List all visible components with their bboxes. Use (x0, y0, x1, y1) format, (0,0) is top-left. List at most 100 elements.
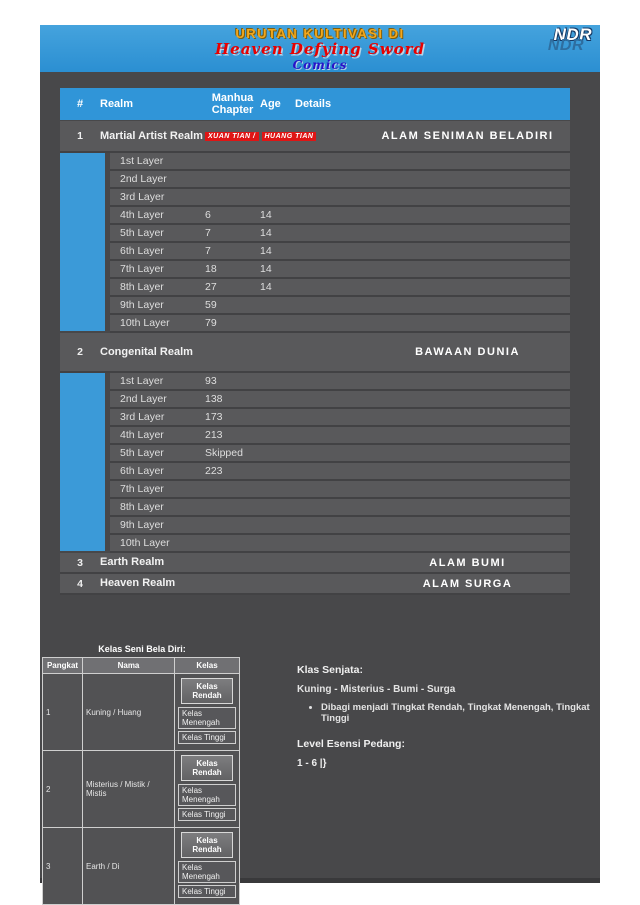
realm-name: Earth Realm (100, 556, 165, 568)
header-realm: Realm (100, 98, 134, 110)
layer-chapter: 138 (205, 393, 223, 405)
header-chapter: Manhua Chapter (211, 92, 254, 116)
banner-title-line3: Comics (292, 57, 348, 72)
layer-age: 14 (260, 263, 272, 275)
layer-label: 4th Layer (120, 429, 164, 441)
layer-row: 5th Layer 7 14 (110, 225, 570, 243)
layer-row: 1st Layer (110, 153, 570, 171)
layer-age: 14 (260, 209, 272, 221)
realm-badges: XUAN TIAN / HUANG TIAN (205, 131, 365, 141)
kelas-table-title: Kelas Seni Bela Diri: (98, 644, 186, 654)
realm-name: Martial Artist Realm (100, 129, 203, 142)
badge-huang-tian: HUANG TIAN (261, 131, 317, 141)
layer-label: 10th Layer (120, 317, 170, 329)
kelas-table: Pangkat Nama Kelas 1 Kuning / Huang Kela… (42, 657, 240, 905)
layer-label: 1st Layer (120, 155, 164, 167)
pangkat-cell: 2 (42, 750, 83, 828)
layer-label: 10th Layer (120, 537, 170, 549)
level-esensi-title: Level Esensi Pedang: (297, 738, 405, 750)
kelas-row: 1 Kuning / Huang Kelas Rendah Kelas Mene… (42, 673, 240, 751)
layer-row: 2nd Layer 138 (110, 391, 570, 409)
ndr-logo-text: NDR (553, 25, 592, 44)
realm-details: BAWAAN DUNIA (415, 346, 520, 358)
nama-cell: Earth / Di (82, 827, 175, 905)
layer-label: 7th Layer (120, 483, 164, 495)
klas-senjata-list: Dibagi menjadi Tingkat Rendah, Tingkat M… (321, 702, 597, 724)
layer-chapter: 59 (205, 299, 217, 311)
layer-index-strip (60, 153, 105, 331)
kelas-rendah-button[interactable]: Kelas Rendah (180, 678, 234, 704)
layer-row: 1st Layer 93 (110, 373, 570, 391)
layer-row: 8th Layer (110, 499, 570, 517)
realm-name: Congenital Realm (100, 345, 193, 358)
kelas-tinggi-button[interactable]: Kelas Tinggi (178, 885, 236, 898)
layer-age: 14 (260, 227, 272, 239)
realm-table-header: # Realm Manhua Chapter Age Details (60, 88, 570, 120)
page-banner: URUTAN KULTIVASI DI Heaven Defying Sword… (40, 25, 600, 72)
layer-label: 6th Layer (120, 245, 164, 257)
realm-row-congenital: 2 Congenital Realm BAWAAN DUNIA (60, 333, 570, 373)
layer-chapter: 27 (205, 281, 217, 293)
layer-row: 10th Layer 79 (110, 315, 570, 333)
kelas-rendah-button[interactable]: Kelas Rendah (180, 832, 234, 858)
congenital-layers: 1st Layer 93 2nd Layer 138 3rd Layer 173… (60, 373, 570, 553)
layer-row: 4th Layer 213 (110, 427, 570, 445)
layer-label: 5th Layer (120, 447, 164, 459)
layer-row: 6th Layer 223 (110, 463, 570, 481)
layer-label: 2nd Layer (120, 393, 167, 405)
layer-label: 4th Layer (120, 209, 164, 221)
kelas-rendah-button[interactable]: Kelas Rendah (180, 755, 234, 781)
layer-label: 8th Layer (120, 281, 164, 293)
realm-details: ALAM BUMI (429, 556, 506, 569)
layer-label: 3rd Layer (120, 411, 165, 423)
banner-title-line2: Heaven Defying Sword (215, 39, 425, 58)
kelas-row: 2 Misterius / Mistik / Mistis Kelas Rend… (42, 750, 240, 828)
layer-index-strip (60, 373, 105, 551)
layer-row: 6th Layer 7 14 (110, 243, 570, 261)
layer-label: 9th Layer (120, 299, 164, 311)
layer-row: 4th Layer 6 14 (110, 207, 570, 225)
kelas-menengah-button[interactable]: Kelas Menengah (178, 861, 236, 883)
pangkat-cell: 3 (42, 827, 83, 905)
realm-num: 3 (77, 556, 83, 569)
realm-row-earth: 3 Earth Realm ALAM BUMI (60, 553, 570, 574)
layer-age: 14 (260, 245, 272, 257)
kelas-header-kelas: Kelas (174, 657, 240, 674)
kelas-header-row: Pangkat Nama Kelas (42, 657, 240, 674)
header-num: # (76, 98, 84, 110)
klas-senjata-line: Kuning - Misterius - Bumi - Surga (297, 684, 456, 695)
realm-num: 4 (77, 577, 83, 590)
realm-row-martial-artist: 1 Martial Artist Realm XUAN TIAN / HUANG… (60, 121, 570, 153)
nama-cell: Kuning / Huang (82, 673, 175, 751)
layer-label: 1st Layer (120, 375, 164, 387)
banner-title-line1: URUTAN KULTIVASI DI (235, 25, 405, 41)
kelas-header-nama: Nama (82, 657, 175, 674)
layer-label: 9th Layer (120, 519, 164, 531)
layer-chapter: 173 (205, 411, 223, 423)
nama-cell: Misterius / Mistik / Mistis (82, 750, 175, 828)
layer-chapter: 7 (205, 227, 211, 239)
layer-row: 7th Layer (110, 481, 570, 499)
layer-chapter: 6 (205, 209, 211, 221)
kelas-tinggi-button[interactable]: Kelas Tinggi (178, 808, 236, 821)
level-esensi-value: 1 - 6 |} (297, 758, 327, 769)
kelas-tinggi-button[interactable]: Kelas Tinggi (178, 731, 236, 744)
martial-artist-layers: 1st Layer 2nd Layer 3rd Layer 4th Layer … (60, 153, 570, 333)
kelas-menengah-button[interactable]: Kelas Menengah (178, 784, 236, 806)
layer-row: 7th Layer 18 14 (110, 261, 570, 279)
realm-name: Heaven Realm (100, 577, 176, 589)
layer-chapter: 18 (205, 263, 217, 275)
kelas-row: 3 Earth / Di Kelas Rendah Kelas Menengah… (42, 827, 240, 905)
layer-chapter: 213 (205, 429, 223, 441)
ndr-logo: NDR NDR (548, 25, 592, 54)
layer-chapter: 223 (205, 465, 223, 477)
layer-label: 6th Layer (120, 465, 164, 477)
kelas-menengah-button[interactable]: Kelas Menengah (178, 707, 236, 729)
realm-num: 1 (77, 130, 83, 142)
layer-chapter: 79 (205, 317, 217, 329)
kelas-table-section: Kelas Seni Bela Diri: Pangkat Nama Kelas… (42, 644, 242, 905)
layer-chapter: 93 (205, 375, 217, 387)
realm-details: ALAM SURGA (422, 577, 513, 590)
content-panel: # Realm Manhua Chapter Age Details 1 Mar… (40, 72, 600, 905)
layer-chapter: 7 (205, 245, 211, 257)
